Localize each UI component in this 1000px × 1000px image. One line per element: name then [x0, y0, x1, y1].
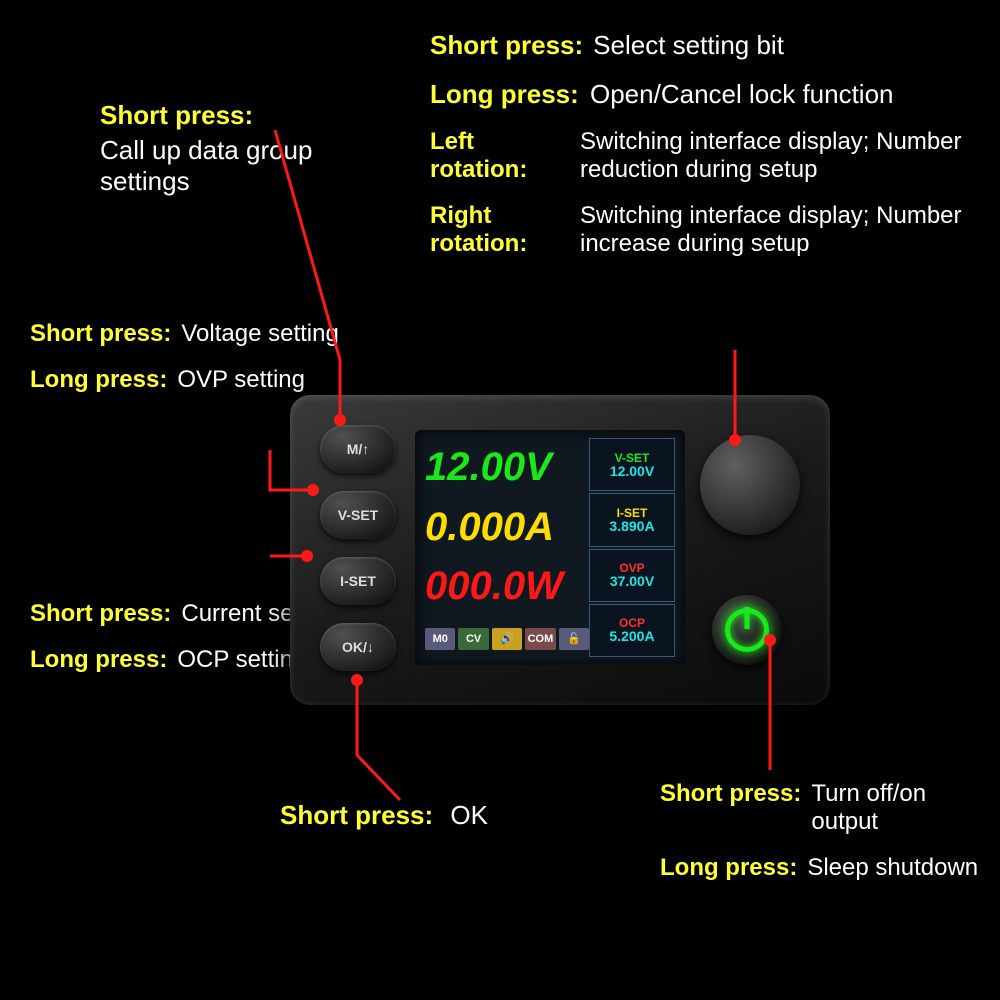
power-supply-device: M/↑ V-SET I-SET OK/↓ 12.00V 0.000A 000.0…: [290, 395, 830, 705]
rotary-knob[interactable]: [700, 435, 800, 535]
power-reading: 000.0W: [425, 564, 589, 609]
status-badge: M0: [425, 628, 455, 650]
lcd-screen: 12.00V 0.000A 000.0W M0CV🔊COM🔓 V-SET12.0…: [415, 430, 685, 665]
knob-long-press: Long press: Open/Cancel lock function: [430, 79, 980, 110]
power-button[interactable]: [712, 595, 782, 665]
iset-button[interactable]: I-SET: [320, 557, 396, 605]
ok-annotation: Short press: OK: [280, 800, 488, 831]
knob-short-press: Short press: Select setting bit: [430, 30, 980, 61]
vset-button[interactable]: V-SET: [320, 491, 396, 539]
power-annotation: Short press: Turn off/on output Long pre…: [660, 780, 991, 890]
status-badge: 🔓: [559, 628, 589, 650]
ok-button[interactable]: OK/↓: [320, 623, 396, 671]
side-box: OVP37.00V: [589, 549, 675, 602]
status-badge: CV: [458, 628, 488, 650]
power-icon: [725, 608, 769, 652]
side-panel: V-SET12.00VI-SET3.890AOVP37.00VOCP5.200A: [589, 438, 675, 657]
side-box: OCP5.200A: [589, 604, 675, 657]
status-badge: COM: [525, 628, 555, 650]
vset-annotation: Short press: Voltage setting Long press:…: [30, 320, 339, 402]
m-button[interactable]: M/↑: [320, 425, 396, 473]
side-box: V-SET12.00V: [589, 438, 675, 491]
voltage-reading: 12.00V: [425, 445, 589, 490]
side-box: I-SET3.890A: [589, 493, 675, 546]
knob-right-rotation: Right rotation: Switching interface disp…: [430, 202, 980, 258]
current-reading: 0.000A: [425, 505, 589, 550]
m-button-annotation: Short press: Call up data group settings: [100, 100, 320, 197]
status-badge: 🔊: [492, 628, 522, 650]
knob-left-rotation: Left rotation: Switching interface displ…: [430, 128, 980, 184]
